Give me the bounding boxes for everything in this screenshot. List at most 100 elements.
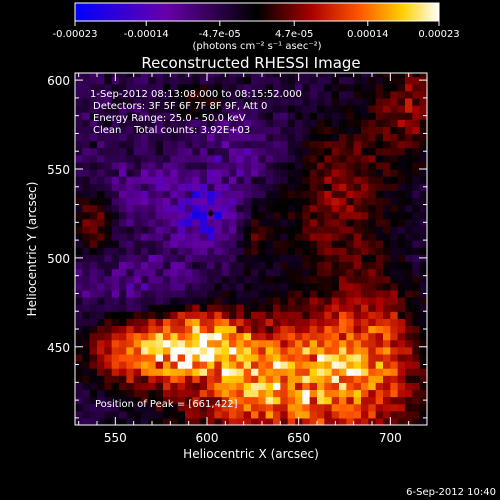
- heatmap-cell: [273, 247, 281, 255]
- heatmap-cell: [141, 211, 149, 220]
- heatmap-cell: [405, 289, 413, 298]
- heatmap-cell: [126, 268, 135, 277]
- heatmap-cell: [89, 90, 98, 99]
- heatmap-cell: [295, 83, 303, 92]
- heatmap-cell: [126, 382, 135, 391]
- heatmap-cell: [361, 119, 369, 127]
- heatmap-cell: [324, 282, 333, 291]
- heatmap-cell: [89, 105, 98, 113]
- heatmap-cell: [317, 161, 325, 170]
- heatmap-cell: [251, 346, 259, 355]
- heatmap-cell: [412, 332, 421, 341]
- y-tick-label: 450: [47, 341, 70, 355]
- heatmap-cell: [155, 268, 164, 277]
- minimum-marker-stroke: [208, 211, 214, 216]
- heatmap-cell: [163, 240, 171, 248]
- heatmap-cell: [324, 73, 333, 78]
- heatmap-cell: [265, 147, 274, 156]
- heatmap-cell: [309, 311, 318, 319]
- heatmap-cell: [375, 176, 384, 184]
- heatmap-cell: [405, 126, 413, 135]
- heatmap-cell: [141, 417, 149, 425]
- heatmap-cell: [287, 346, 296, 355]
- heatmap-cell: [199, 361, 208, 369]
- heatmap-cell: [119, 318, 127, 327]
- heatmap-cell: [353, 289, 362, 298]
- heatmap-cell: [302, 346, 311, 355]
- heatmap-cell: [170, 304, 179, 312]
- heatmap-cell: [368, 154, 377, 163]
- heatmap-cell: [155, 339, 164, 348]
- heatmap-cell: [243, 268, 252, 277]
- heatmap-cell: [331, 105, 340, 113]
- heatmap-cell: [82, 97, 91, 106]
- heatmap-cell: [104, 361, 113, 369]
- heatmap-cell: [405, 197, 413, 206]
- heatmap-cell: [126, 311, 135, 319]
- heatmap-cell: [397, 275, 406, 284]
- heatmap-cell: [133, 119, 142, 127]
- heatmap-cell: [148, 183, 157, 191]
- heatmap-cell: [97, 410, 105, 419]
- heatmap-cell: [353, 176, 362, 184]
- heatmap-cell: [309, 169, 318, 177]
- heatmap-cell: [317, 410, 325, 419]
- heatmap-cell: [148, 368, 157, 376]
- heatmap-cell: [295, 318, 303, 327]
- heatmap-cell: [82, 311, 91, 319]
- heatmap-cell: [353, 339, 362, 348]
- heatmap-cell: [214, 190, 223, 199]
- heatmap-cell: [251, 233, 259, 241]
- heatmap-cell: [397, 147, 406, 156]
- heatmap-cell: [258, 169, 267, 177]
- heatmap-cell: [221, 105, 230, 113]
- heatmap-cell: [155, 218, 164, 227]
- heatmap-cell: [397, 233, 406, 241]
- heatmap-cell: [280, 154, 289, 163]
- heatmap-cell: [126, 105, 135, 113]
- heatmap-cell: [177, 190, 186, 199]
- colorbar-ticks: -0.00023 -0.00014 -4.7e-05 4.7e-05 0.00014 0.…: [53, 21, 460, 40]
- heatmap-cell: [309, 339, 318, 348]
- heatmap-cell: [419, 297, 427, 305]
- heatmap-cell: [133, 304, 142, 312]
- heatmap-cell: [89, 140, 98, 149]
- heatmap-cell: [273, 112, 281, 120]
- heatmap-cell: [265, 140, 274, 149]
- heatmap-cell: [82, 403, 91, 412]
- heatmap-cell: [229, 339, 237, 348]
- heatmap-cell: [119, 261, 127, 270]
- heatmap-cell: [221, 361, 230, 369]
- heatmap-cell: [170, 233, 179, 241]
- heatmap-cell: [207, 361, 215, 369]
- heatmap-cell: [243, 76, 252, 85]
- heatmap-cell: [89, 268, 98, 277]
- heatmap-cell: [185, 325, 193, 334]
- heatmap-cell: [339, 105, 347, 113]
- heatmap-cell: [331, 247, 340, 255]
- heatmap-cell: [361, 353, 369, 362]
- heatmap-cell: [317, 318, 325, 327]
- heatmap-cell: [199, 375, 208, 383]
- heatmap-cell: [207, 126, 215, 135]
- plot-frame: [74, 72, 428, 426]
- heatmap-cell: [309, 105, 318, 113]
- heatmap-cell: [405, 332, 413, 341]
- heatmap-cell: [126, 254, 135, 263]
- heatmap-cell: [148, 218, 157, 227]
- heatmap-cell: [192, 190, 201, 199]
- heatmap-cell: [273, 318, 281, 327]
- heatmap-cell: [141, 304, 149, 312]
- heatmap-cell: [361, 410, 369, 419]
- heatmap-cell: [229, 346, 237, 355]
- heatmap-cell: [148, 247, 157, 255]
- heatmap-cell: [126, 112, 135, 120]
- heatmap-cell: [405, 112, 413, 120]
- heatmap-cell: [133, 211, 142, 220]
- heatmap-cell: [302, 403, 311, 412]
- heatmap-cell: [273, 417, 281, 425]
- heatmap-cell: [82, 140, 91, 149]
- heatmap-cell: [243, 190, 252, 199]
- heatmap-cell: [265, 361, 274, 369]
- heatmap-cell: [309, 233, 318, 241]
